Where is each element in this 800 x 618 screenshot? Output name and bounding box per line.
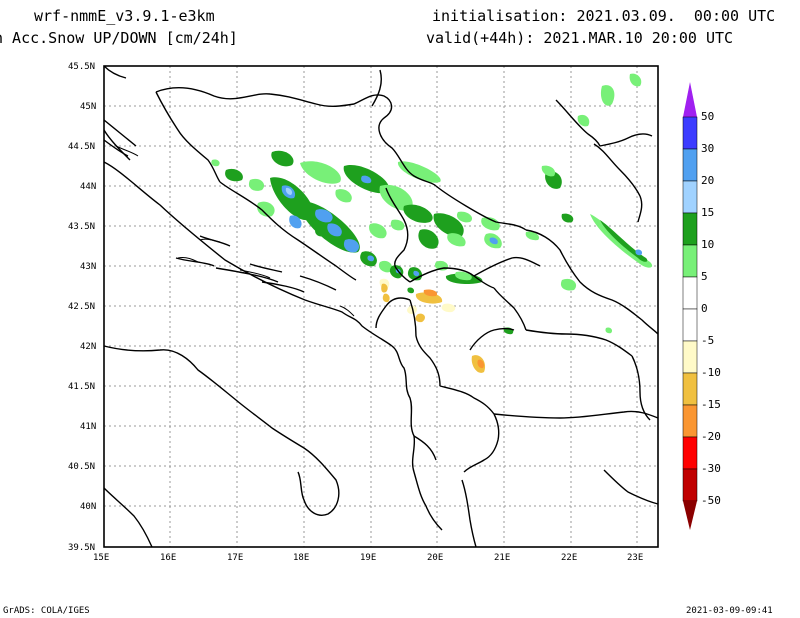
lon-label: 23E [627, 553, 643, 563]
footer-timestamp: 2021-03-09-09:41 [686, 606, 773, 616]
colorbar-swatch-5-10 [682, 244, 698, 278]
colorbar-swatch-m20-m15 [682, 404, 698, 438]
colorbar-label: 5 [701, 270, 708, 283]
colorbar-label: -50 [701, 494, 721, 507]
lon-label: 20E [427, 553, 443, 563]
lat-label: 44.5N [68, 142, 95, 152]
lon-label: 22E [561, 553, 577, 563]
field-title: n Acc.Snow UP/DOWN [cm/24h] [0, 29, 238, 47]
colorbar-swatch-m15-m10 [682, 372, 698, 406]
lat-label: 40N [80, 502, 96, 512]
colorbar-label: -10 [701, 366, 721, 379]
lat-label: 45.5N [68, 62, 95, 72]
colorbar-label: 15 [701, 206, 714, 219]
lon-label: 18E [293, 553, 309, 563]
colorbar-swatch-30-50 [682, 116, 698, 150]
snow-accumulation-patches [211, 73, 653, 335]
lat-label: 42.5N [68, 302, 95, 312]
lat-label: 43.5N [68, 222, 95, 232]
latitude-labels: 45.5N 45N 44.5N 44N 43.5N 43N 42.5N 42N … [68, 62, 96, 553]
colorbar-swatch-15-20 [682, 180, 698, 214]
longitude-labels: 15E 16E 17E 18E 19E 20E 21E 22E 23E [93, 553, 643, 563]
colorbar-label: 50 [701, 110, 714, 123]
colorbar-label: -15 [701, 398, 721, 411]
colorbar-bottom-arrow [683, 501, 697, 530]
colorbar-label: 0 [701, 302, 708, 315]
lat-label: 39.5N [68, 543, 95, 553]
lat-label: 42N [80, 342, 96, 352]
colorbar: 50 30 20 15 10 5 0 -5 -10 -15 -20 -30 -5… [682, 82, 721, 530]
lon-label: 15E [93, 553, 109, 563]
lat-label: 45N [80, 102, 96, 112]
colorbar-label: -30 [701, 462, 721, 475]
colorbar-swatch-m10-m5 [682, 340, 698, 374]
colorbar-label: -5 [701, 334, 714, 347]
model-title: wrf-nmmE_v3.9.1-e3km [34, 7, 215, 25]
colorbar-label: -20 [701, 430, 721, 443]
map-frame [103, 65, 659, 548]
colorbar-top-arrow [683, 82, 697, 117]
colorbar-swatch-0-5 [682, 276, 698, 310]
snow-melt-patches [379, 278, 486, 373]
lat-label: 43N [80, 262, 96, 272]
lon-label: 16E [160, 553, 176, 563]
initialisation-time: initialisation: 2021.03.09. 00:00 UTC [432, 7, 776, 25]
lat-label: 41.5N [68, 382, 95, 392]
coastlines-and-borders [103, 65, 659, 548]
colorbar-label: 10 [701, 238, 714, 251]
islands [115, 145, 355, 317]
colorbar-swatch-10-15 [682, 212, 698, 246]
lat-label: 40.5N [68, 462, 95, 472]
colorbar-swatch-20-30 [682, 148, 698, 182]
lat-label: 44N [80, 182, 96, 192]
colorbar-swatch-m50-m30 [682, 468, 698, 502]
footer-credit: GrADS: COLA/IGES [3, 606, 90, 616]
lat-label: 41N [80, 422, 96, 432]
lon-label: 17E [227, 553, 243, 563]
colorbar-swatch-m5-0 [682, 308, 698, 342]
lon-label: 19E [360, 553, 376, 563]
colorbar-label: 30 [701, 142, 714, 155]
colorbar-label: 20 [701, 174, 714, 187]
colorbar-swatch-m30-m20 [682, 436, 698, 470]
lon-label: 21E [494, 553, 510, 563]
valid-time: valid(+44h): 2021.MAR.10 20:00 UTC [426, 29, 734, 47]
